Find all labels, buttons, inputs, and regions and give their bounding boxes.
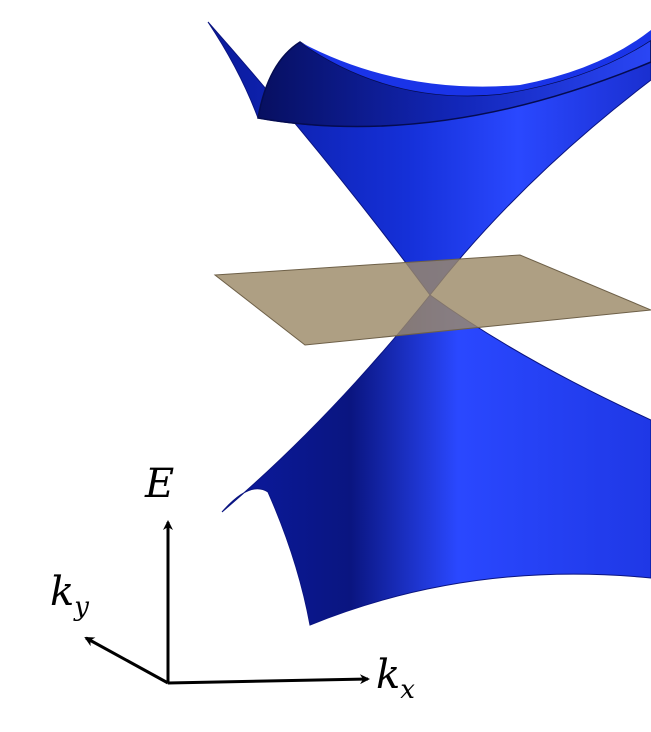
kx-label: kx — [376, 652, 415, 705]
ky-axis — [86, 638, 168, 683]
fermi-plane — [215, 255, 651, 345]
ky-symbol: k — [50, 569, 74, 615]
dirac-cone-diagram: E kx ky — [0, 0, 651, 732]
kx-axis — [168, 679, 368, 683]
ky-subscript: y — [73, 592, 89, 622]
kx-symbol: k — [376, 652, 400, 698]
ky-label: ky — [50, 569, 89, 622]
energy-label: E — [144, 461, 174, 507]
lower-cone — [222, 295, 651, 625]
kx-subscript: x — [400, 675, 415, 705]
upper-cone — [208, 22, 651, 295]
page: E kx ky (() => { const data = JSON.parse… — [0, 0, 651, 732]
